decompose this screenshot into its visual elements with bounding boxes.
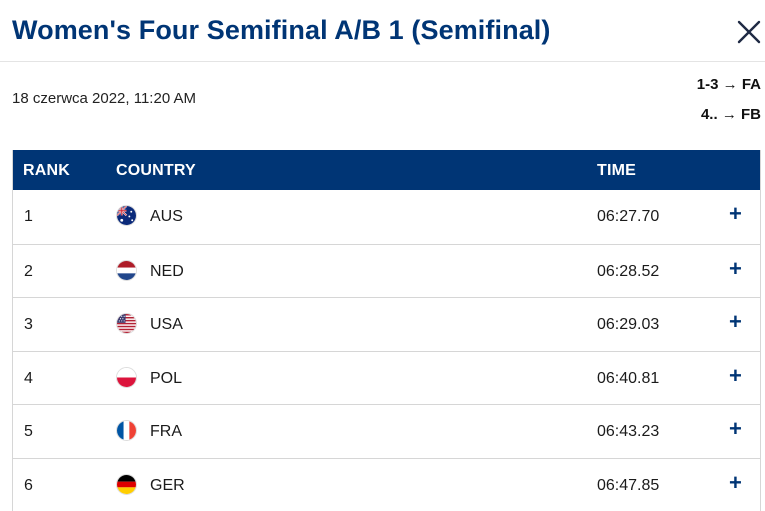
expand-row-button[interactable]: + [729, 469, 742, 495]
country-code-cell: USA [150, 316, 183, 333]
country-code-cell: AUS [150, 208, 183, 225]
close-button[interactable] [734, 17, 764, 47]
progression-legend: 1-3 → FA 4.. → FB [697, 74, 761, 134]
expand-row-button[interactable]: + [729, 416, 742, 441]
expand-row-button[interactable]: + [729, 255, 742, 281]
arrow-right-icon: → [721, 106, 737, 123]
modal-header: Women's Four Semifinal A/B 1 (Semifinal) [0, 0, 765, 62]
time-cell: 06:43.23 [597, 423, 660, 440]
results-table: RANK COUNTRY TIME 1 AUS 06:27.70 + 2 NED… [12, 150, 761, 511]
arrow-right-icon: → [722, 76, 738, 93]
country-code-cell: POL [150, 369, 183, 387]
expand-row-button[interactable]: + [729, 362, 742, 388]
expand-row-button[interactable]: + [729, 201, 742, 226]
country-code-cell: NED [150, 262, 184, 280]
page-title: Women's Four Semifinal A/B 1 (Semifinal) [12, 15, 551, 45]
table-row[interactable]: 1 AUS 06:27.70 + [13, 190, 760, 244]
progression-range: 4.. [700, 106, 718, 123]
table-row[interactable]: 4 POL 06:40.81 + [13, 350, 760, 405]
progression-target: FB [741, 106, 761, 123]
progression-target: FA [741, 76, 761, 93]
usa-flag-icon [116, 313, 137, 334]
table-body: 1 AUS 06:27.70 + 2 NED 06:28.52 + 3 USA … [13, 190, 760, 511]
time-cell: 06:40.81 [597, 369, 660, 387]
time-cell: 06:27.70 [597, 208, 660, 225]
column-header-time: TIME [597, 162, 637, 179]
time-cell: 06:28.52 [597, 262, 660, 280]
progression-range: 1-3 [696, 76, 719, 93]
netherlands-flag-icon [116, 259, 137, 281]
country-code-cell: FRA [150, 423, 182, 440]
table-row[interactable]: 5 FRA 06:43.23 + [13, 404, 760, 458]
column-header-rank: RANK [23, 162, 71, 179]
germany-flag-icon [116, 473, 137, 495]
table-row[interactable]: 6 GER 06:47.85 + [13, 457, 760, 511]
table-row[interactable]: 2 NED 06:28.52 + [13, 243, 760, 298]
progression-rule: 1-3 → FA [697, 74, 761, 104]
poland-flag-icon [116, 366, 137, 388]
table-header: RANK COUNTRY TIME [13, 150, 760, 190]
column-header-country: COUNTRY [116, 162, 196, 179]
close-icon [737, 20, 761, 44]
race-date: 18 czerwca 2022, 11:20 AM [12, 90, 196, 107]
time-cell: 06:47.85 [597, 476, 660, 494]
rank-cell: 6 [24, 476, 33, 494]
progression-rule: 4.. → FB [697, 104, 761, 134]
time-cell: 06:29.03 [597, 316, 660, 333]
rank-cell: 1 [24, 208, 33, 225]
rank-cell: 2 [24, 262, 33, 280]
rank-cell: 4 [24, 369, 33, 387]
france-flag-icon [116, 420, 137, 441]
country-code-cell: GER [150, 476, 185, 494]
rank-cell: 5 [24, 423, 33, 440]
expand-row-button[interactable]: + [729, 309, 742, 334]
rank-cell: 3 [24, 316, 33, 333]
table-row[interactable]: 3 USA 06:29.03 + [13, 297, 760, 351]
australia-flag-icon [116, 205, 137, 226]
